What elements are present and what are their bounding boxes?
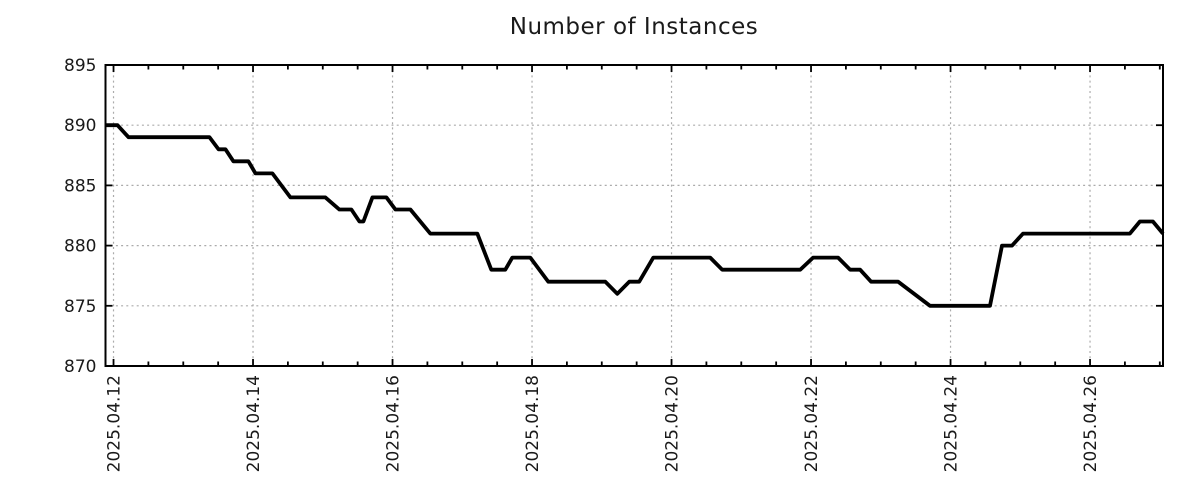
y-tick-label: 885 [64,176,96,196]
x-tick-label: 2025.04.26 [1081,375,1101,472]
y-tick-label: 880 [64,237,96,257]
chart-title: Number of Instances [509,14,759,40]
x-tick-label: 2025.04.14 [244,375,264,472]
x-tick-label: 2025.04.16 [384,375,404,472]
x-tick-label: 2025.04.12 [105,375,125,472]
x-tick-label: 2025.04.22 [802,375,822,472]
x-tick-label: 2025.04.24 [942,375,962,472]
series-line-instances [105,123,1165,308]
y-tick-label: 870 [64,357,96,377]
plot-border [104,64,1164,367]
x-tick-label: 2025.04.20 [663,375,683,472]
y-tick-label: 890 [64,116,96,136]
y-tick-label: 895 [64,56,96,76]
y-tick-label: 875 [64,297,96,317]
x-tick-label: 2025.04.18 [523,375,543,472]
